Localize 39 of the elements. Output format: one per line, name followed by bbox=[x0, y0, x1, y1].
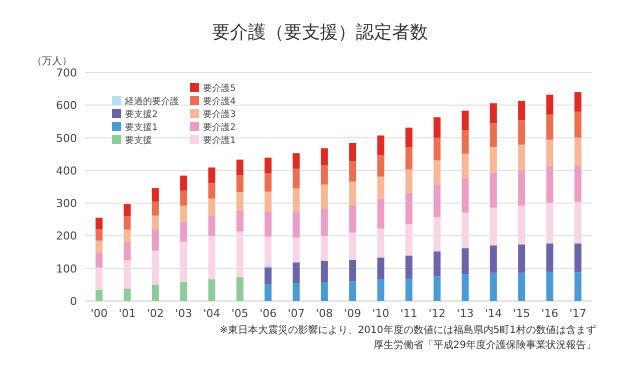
x-tick-label: '06 bbox=[260, 307, 277, 320]
text: 厚生労働省「平成29年度介護保険事業状況報告」 bbox=[373, 339, 596, 351]
x-tick-label: '15 bbox=[513, 307, 530, 320]
x-tick-label: '13 bbox=[456, 307, 474, 320]
x-tick-label: '17 bbox=[569, 307, 586, 320]
legend-label: 要介護5 bbox=[203, 83, 236, 94]
y-tick-label: 200 bbox=[56, 230, 77, 243]
y-tick-label: 0 bbox=[70, 295, 77, 308]
y-tick-label: 400 bbox=[56, 164, 77, 178]
legend-label: 要介護2 bbox=[203, 122, 236, 133]
legend-label: 要支援1 bbox=[125, 122, 158, 133]
legend-label: 要支援 bbox=[125, 135, 152, 146]
x-tick-label: '11 bbox=[400, 307, 418, 320]
x-tick-label: '14 bbox=[484, 307, 502, 320]
y-tick-label: 500 bbox=[56, 132, 77, 145]
chart-title: 要介護（要支援）認定者数 bbox=[212, 22, 428, 43]
x-tick-label: '00 bbox=[90, 307, 108, 320]
y-axis-title: （万人） bbox=[32, 56, 72, 67]
x-tick-label: '07 bbox=[288, 307, 305, 320]
y-tick-label: 100 bbox=[56, 262, 77, 276]
x-tick-label: '04 bbox=[203, 307, 220, 320]
x-tick-label: '12 bbox=[428, 307, 446, 320]
x-tick-label: '03 bbox=[175, 307, 192, 320]
x-tick-label: '16 bbox=[541, 307, 558, 320]
text: ※東日本大震災の影響により、2010年度の数値には福島県内5町1村の数値は含まず bbox=[219, 324, 596, 336]
legend-label: 要介護4 bbox=[203, 96, 236, 107]
legend-label: 要介護3 bbox=[203, 109, 236, 120]
x-tick-label: '01 bbox=[118, 307, 136, 320]
x-tick-label: '02 bbox=[146, 307, 164, 320]
legend-label: 経過的要介護 bbox=[124, 96, 179, 107]
legend-label: 要介護1 bbox=[203, 135, 236, 146]
y-tick-label: 700 bbox=[56, 66, 77, 80]
x-tick-label: '09 bbox=[344, 307, 362, 320]
x-tick-label: '10 bbox=[372, 307, 390, 320]
x-tick-label: '05 bbox=[231, 307, 248, 320]
legend-label: 要支援2 bbox=[125, 109, 158, 120]
x-tick-label: '08 bbox=[316, 307, 333, 320]
y-tick-label: 300 bbox=[56, 197, 77, 210]
y-tick-label: 600 bbox=[56, 99, 77, 112]
